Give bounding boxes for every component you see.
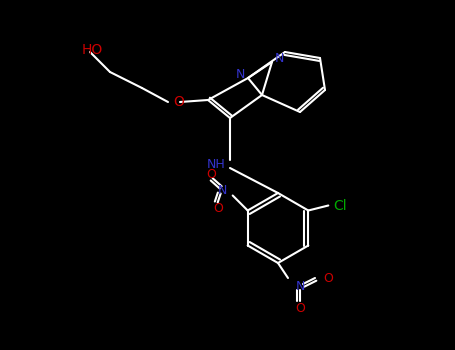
Text: N: N [295, 280, 305, 293]
Text: HO: HO [82, 43, 103, 57]
Text: O: O [206, 168, 216, 181]
Text: O: O [173, 95, 184, 109]
Text: N: N [218, 184, 228, 197]
Text: O: O [323, 272, 333, 285]
Text: O: O [213, 202, 222, 215]
Text: N: N [275, 51, 284, 64]
Text: Cl: Cl [334, 198, 347, 212]
Text: N: N [236, 68, 245, 80]
Text: NH: NH [206, 159, 225, 172]
Text: O: O [295, 302, 305, 315]
